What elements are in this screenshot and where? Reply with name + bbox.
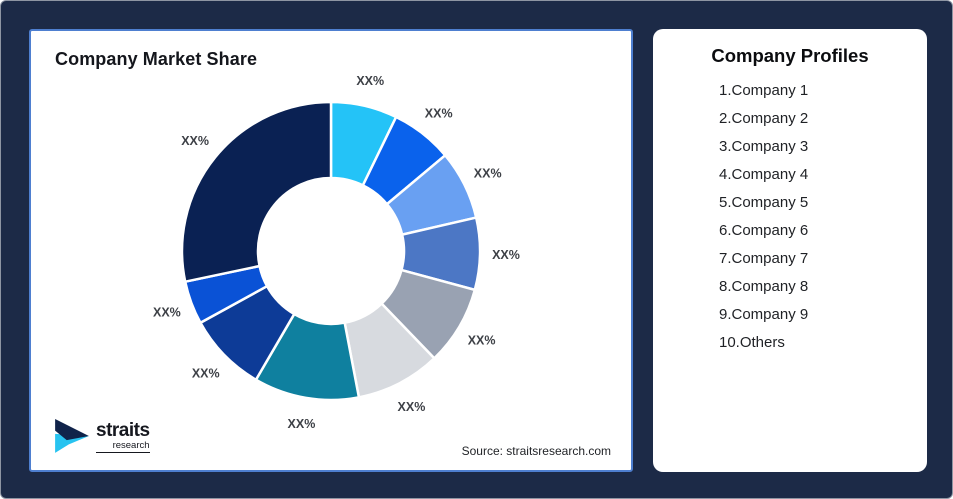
chart-title: Company Market Share: [55, 49, 258, 69]
slice-percent-label: XX%: [153, 305, 181, 319]
slice-percent-label: XX%: [425, 107, 453, 121]
profile-list-item: 7.Company 7: [719, 250, 809, 267]
donut-slice: [180, 100, 333, 284]
profile-list-item: 1.Company 1: [719, 82, 809, 99]
source-note: Source: straitsresearch.com: [461, 444, 611, 458]
market-share-card: Company Market Share XX% XX% XX% XX% XX% XX% X…: [29, 29, 633, 472]
donut-chart: XX% XX% XX% XX% XX% XX% XX% XX% XX% XX%: [153, 74, 520, 431]
profile-list-item: 2.Company 2: [719, 110, 809, 127]
logo-brand-text: straits: [96, 420, 150, 442]
company-profiles-list: 1.Company 1 2.Company 2 3.Company 3 4.Compa…: [719, 83, 927, 351]
slice-percent-label: XX%: [192, 367, 220, 381]
profile-list-item: 8.Company 8: [719, 278, 809, 295]
profile-list-item: 5.Company 5: [719, 194, 809, 211]
profile-list-item: 9.Company 9: [719, 306, 809, 323]
profile-list-item: 3.Company 3: [719, 138, 809, 155]
slice-percent-label: XX%: [468, 334, 496, 348]
slice-percent-label: XX%: [288, 417, 316, 431]
slice-percent-label: XX%: [356, 74, 384, 88]
company-profiles-card: Company Profiles 1.Company 1 2.Company 2 3…: [653, 29, 927, 472]
straits-research-logo: straits research: [53, 418, 150, 456]
profile-list-item: 6.Company 6: [719, 222, 809, 239]
slice-percent-label: XX%: [474, 167, 502, 181]
logo-wordmark: straits research: [96, 421, 150, 453]
profiles-title: Company Profiles: [711, 45, 869, 66]
logo-sub-text: research: [96, 441, 150, 453]
straits-logo-icon: [55, 419, 89, 453]
slice-percent-label: XX%: [181, 134, 209, 148]
slice-percent-label: XX%: [492, 248, 520, 262]
slice-percent-label: XX%: [398, 400, 426, 414]
profile-list-item: 4.Company 4: [719, 166, 809, 183]
profile-list-item: 10.Others: [719, 334, 785, 351]
